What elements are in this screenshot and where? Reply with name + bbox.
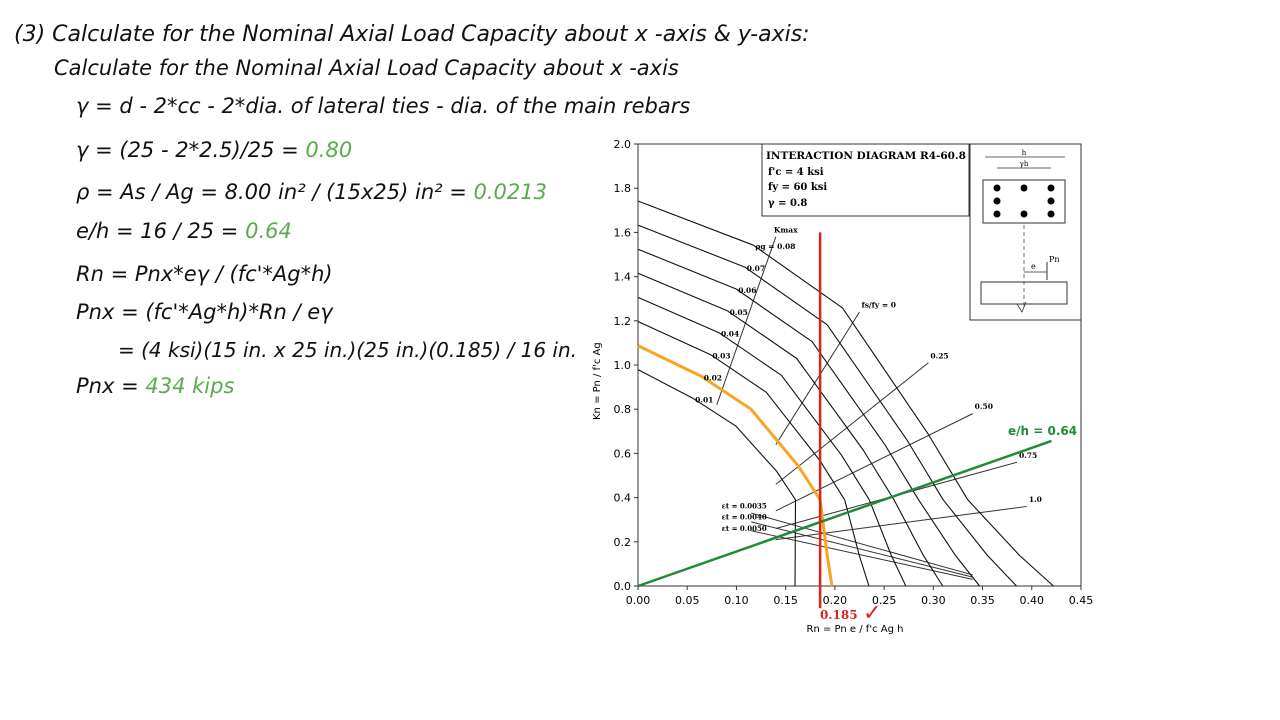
kmax-label: Kmax [774,225,798,234]
equation-text: e/h = 16 / 25 = [76,219,246,243]
fs-label: 0.75 [1019,451,1037,460]
strain-label: εt = 0.0050 [722,524,767,533]
y-tick-label: 0.8 [614,403,632,416]
inset-pn-label: Pn [1049,255,1060,264]
rho-curve-label: 0.06 [738,286,756,295]
legend-gamma: γ = 0.8 [768,198,807,209]
eh-line-label: e/h = 0.64 [1008,424,1077,438]
y-tick-label: 2.0 [614,138,632,151]
rho-curve-label: ρg = 0.08 [755,242,795,251]
rn-equation: Rn = Pnx*eγ / (fc'*Ag*h) [76,262,333,286]
rho-curve [637,272,944,587]
gamma-equation: γ = (25 - 2*2.5)/25 = 0.80 [76,138,352,162]
x-tick-label: 0.20 [823,594,848,607]
x-axis-label: Rn = Pn e / f'c Ag h [807,624,904,635]
check-mark-icon: ✓ [863,601,881,626]
gamma-definition: γ = d - 2*cc - 2*dia. of lateral ties - … [76,94,690,118]
fs-label: 0.25 [930,351,948,360]
rho-0.02-curve-highlight [637,344,834,587]
interaction-curves: ρg = 0.08 0.07 0.06 0.05 0.04 0.03 0.02 0.01 [637,200,1054,609]
fs-line [775,413,973,512]
pnx-substitution: = (4 ksi)(15 in. x 25 in.)(25 in.)(0.185… [118,338,577,362]
problem-subheading: Calculate for the Nominal Axial Load Cap… [54,56,679,80]
equation-text: ρ = As / Ag = 8.00 in² / (15x25) in² = [76,180,474,204]
x-tick-label: 0.05 [675,594,700,607]
strain-line [751,521,973,578]
pnx-answer: Pnx = 434 kips [76,374,234,398]
equation-text: = (4 ksi)(15 in. x 25 in.)(25 in.)(0.185… [118,338,578,362]
strain-line [751,512,973,576]
y-tick-label: 0.6 [614,447,632,460]
grid-lines: fs/fy = 0 0.25 0.50 0.75 1.0 Kmax εt = 0.0035 ε… [716,225,1042,580]
fs-label: 0.50 [975,402,993,411]
inset-h-label: h [1022,149,1027,157]
equation-text: Pnx = [76,374,146,398]
pnx-formula: Pnx = (fc'*Ag*h)*Rn / eγ [76,300,333,324]
y-tick-label: 1.8 [614,182,632,195]
y-tick-label: 1.4 [614,271,632,284]
x-tick-label: 0.25 [872,594,897,607]
pnx-result: 434 kips [145,374,235,398]
y-axis-label: Kn = Pn / f'c Ag [592,342,603,420]
fs-label: 1.0 [1029,495,1042,504]
y-tick-label: 0.2 [614,536,632,549]
x-tick-label: 0.00 [626,594,651,607]
interaction-diagram: fs/fy = 0 0.25 0.50 0.75 1.0 Kmax εt = 0.0035 ε… [592,138,1094,635]
fs-label: fs/fy = 0 [861,301,896,310]
y-tick-label: 1.6 [614,226,632,239]
x-tick-label: 0.15 [773,594,798,607]
kmax-line [716,236,777,405]
rho-curve [637,200,1054,587]
legend-fy: fy = 60 ksi [768,182,827,193]
fs-line [775,311,860,445]
rho-curve-label: 0.03 [712,352,730,361]
axis-ticks: 0.00 0.05 0.10 0.15 0.20 0.25 0.30 0.35 0.40 0.45… [614,138,1094,607]
fs-line [775,362,929,485]
rho-curve-label: 0.07 [747,264,765,273]
y-tick-label: 0.0 [614,580,632,593]
legend-box [761,143,970,217]
rho-curve [637,248,981,587]
rn-marker-label: 0.185 [820,608,858,622]
rho-curve-label: 0.01 [695,395,713,404]
eh-result: 0.64 [245,219,292,243]
inset-gh-label: γh [1020,160,1029,168]
rho-curve-label: 0.02 [704,373,722,382]
eh-equation: e/h = 16 / 25 = 0.64 [76,219,292,243]
x-tick-label: 0.30 [921,594,946,607]
y-tick-label: 1.2 [614,315,632,328]
y-tick-label: 0.4 [614,492,632,505]
gamma-result: 0.80 [305,138,353,162]
legend-fc: f'c = 4 ksi [768,167,824,178]
rho-curve [637,369,797,587]
x-tick-label: 0.40 [1020,594,1045,607]
column-section-inset: h γh e Pn [969,143,1082,321]
eh-line [637,439,1052,588]
rho-curve-label: 0.04 [721,330,739,339]
y-tick-label: 1.0 [614,359,632,372]
rho-curve [637,296,907,587]
strain-label: εt = 0.0040 [722,513,767,522]
x-tick-label: 0.10 [724,594,749,607]
x-tick-label: 0.35 [970,594,995,607]
inset-e-label: e [1031,262,1036,271]
rho-curve [637,224,1017,587]
equation-text: Pnx = (fc'*Ag*h)*Rn / eγ [76,300,333,324]
strain-label: εt = 0.0035 [722,502,767,511]
equation-text: γ = d - 2*cc - 2*dia. of lateral ties - … [76,94,691,118]
problem-heading: (3) Calculate for the Nominal Axial Load… [14,22,810,47]
rho-result: 0.0213 [473,180,547,204]
equation-text: Rn = Pnx*eγ / (fc'*Ag*h) [76,262,333,286]
rho-equation: ρ = As / Ag = 8.00 in² / (15x25) in² = 0… [76,180,547,204]
rho-curve-label: 0.05 [730,308,748,317]
x-tick-label: 0.45 [1069,594,1094,607]
legend-title: INTERACTION DIAGRAM R4-60.8 [766,150,966,162]
strain-line [751,530,973,580]
fs-line [775,505,1027,541]
equation-text: γ = (25 - 2*2.5)/25 = [76,138,306,162]
